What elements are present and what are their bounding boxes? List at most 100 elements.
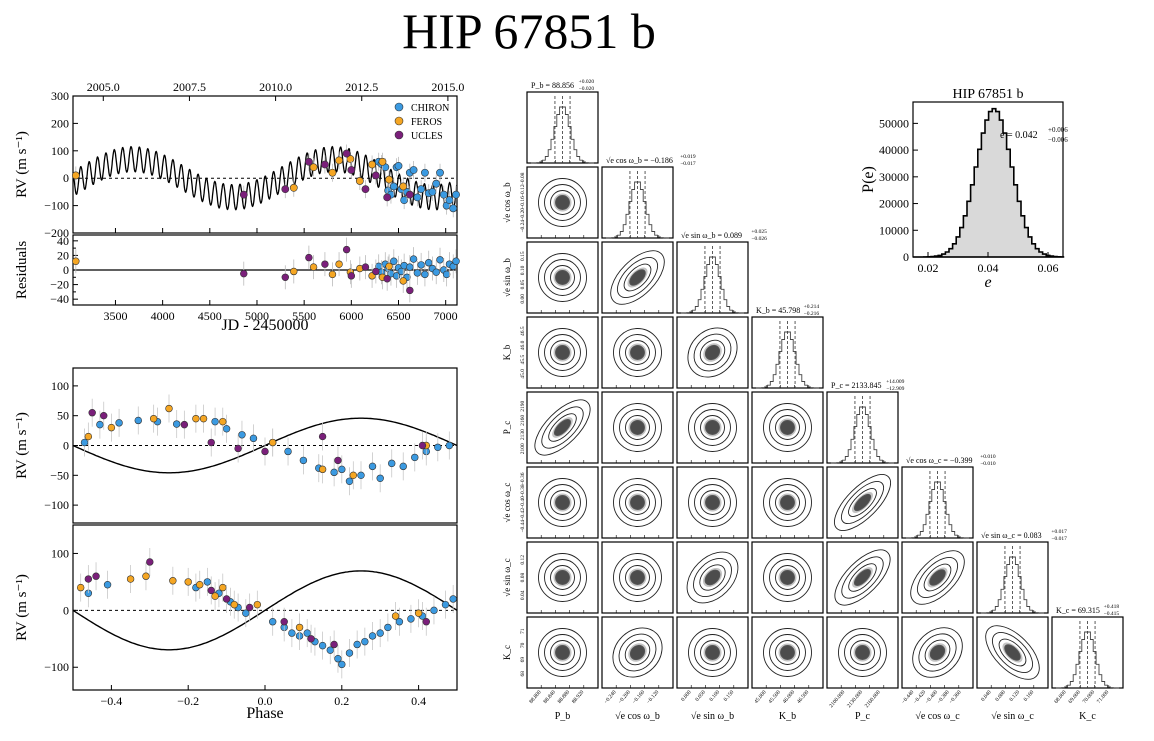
rv-point-ucles [342, 149, 351, 158]
rv-point-chiron [439, 190, 448, 199]
corner-param-sub: −0.216 [804, 311, 820, 317]
corner-x-tick-label: −0.360 [948, 689, 963, 705]
rv-point-chiron [389, 182, 398, 191]
phase-point-chiron [357, 471, 365, 480]
phase-point-chiron [326, 646, 334, 654]
rv-point-chiron [394, 161, 403, 170]
corner-contour [624, 639, 651, 666]
phase-point-ucles [318, 432, 327, 441]
corner-contour [998, 638, 1027, 667]
residual-point-feros [335, 260, 343, 268]
corner-x-tick-label: 0.000 [680, 689, 693, 703]
ecc-y-tick-label: 40000 [879, 143, 909, 157]
phase-point-ucles [92, 572, 100, 580]
corner-param-sub: −0.010 [980, 461, 996, 467]
corner-y-axis-label: √e cos ω_b [502, 182, 512, 223]
ecc-y-tick-label: 30000 [879, 170, 909, 184]
rv-point-ucles [383, 193, 392, 202]
corner-density [553, 343, 572, 362]
corner-contour [534, 399, 591, 456]
phase-point-chiron [96, 420, 104, 429]
corner-contour [848, 563, 877, 592]
rv-point-feros [355, 177, 364, 185]
corner-y-tick-label: −0.12 [520, 184, 526, 197]
ecc-x-tick-label: 0.02 [918, 261, 939, 275]
rv-point-feros [335, 156, 343, 165]
residual-point-ucles [347, 272, 356, 280]
residual-point-chiron [413, 269, 422, 277]
phase-point-feros [192, 414, 200, 423]
corner-contour [548, 413, 577, 442]
corner-x-tick-label: −0.160 [632, 689, 647, 705]
corner-density [852, 567, 873, 588]
corner-cell-frame [526, 316, 599, 389]
phase-y-tick-label: −100 [44, 498, 69, 512]
phase-point-chiron [353, 640, 361, 649]
corner-contour [625, 415, 650, 440]
phase-point-feros [107, 423, 116, 432]
phase-point-chiron [384, 623, 392, 632]
corner-contour [619, 334, 656, 371]
corner-cell-frame [751, 466, 824, 539]
rv-point-feros [328, 168, 337, 177]
phase-point-feros [211, 592, 219, 600]
corner-histogram [531, 106, 594, 164]
corner-density [627, 267, 648, 288]
corner-contour [763, 628, 812, 677]
phase-point-ucles [84, 575, 93, 583]
corner-y-tick-label: 45.0 [520, 369, 526, 379]
year-tick-label: 2015.0 [431, 80, 464, 94]
corner-x-tick-label: 0.160 [1023, 689, 1036, 703]
jd-tick-label: 6500 [387, 309, 411, 323]
phase-point-ucles [334, 456, 342, 465]
eccentricity-histogram [913, 107, 1065, 258]
corner-contour [769, 484, 806, 521]
phase-point-chiron [288, 629, 296, 637]
corner-density [553, 643, 572, 662]
corner-contour [688, 628, 737, 677]
corner-contour [538, 178, 587, 227]
year-tick-label: 2005.0 [87, 80, 120, 94]
residual-point-ucles [305, 253, 313, 262]
corner-contour [850, 640, 875, 665]
corner-cell-frame [526, 466, 599, 539]
corner-x-tick-label: 46.000 [782, 689, 796, 705]
residual-y-tick-label: 0 [63, 263, 69, 277]
corner-x-tick-label: 0.050 [694, 689, 707, 703]
phase-point-chiron [434, 443, 442, 451]
corner-contour [625, 565, 650, 590]
residual-point-chiron [417, 261, 425, 269]
corner-contour [694, 484, 731, 521]
jd-xlabel: JD - 2450000 [221, 317, 308, 334]
phase-point-feros [76, 583, 85, 592]
corner-contour [694, 634, 731, 671]
phase-point-chiron [368, 632, 377, 640]
rv-point-ucles [361, 185, 370, 194]
rv-point-feros [385, 175, 393, 184]
corner-density [778, 568, 797, 587]
corner-param-sup: +0.418 [1104, 604, 1120, 610]
corner-contour [538, 628, 587, 677]
phase-y-tick-label: −50 [50, 468, 69, 482]
corner-cell-frame [676, 616, 749, 689]
corner-contour [841, 481, 884, 524]
corner-cell-frame [526, 241, 599, 314]
phase-point-chiron [338, 660, 346, 669]
corner-density [928, 643, 947, 662]
phase-point-chiron [172, 420, 181, 428]
corner-contour [625, 490, 650, 515]
rv-point-chiron [413, 193, 422, 202]
rv-point-feros [399, 182, 408, 191]
corner-density [703, 418, 722, 437]
phase-point-chiron [303, 629, 311, 637]
corner-contour [544, 484, 581, 521]
corner-x-tick-label: 0.150 [723, 689, 736, 703]
corner-param-sub: −0.017 [1051, 536, 1067, 542]
corner-contour [544, 334, 581, 371]
corner-contour [694, 409, 731, 446]
corner-histogram [981, 556, 1044, 614]
residual-point-chiron [452, 257, 460, 265]
corner-cell-frame [601, 616, 674, 689]
phase-point-chiron [249, 434, 258, 443]
phase-point-feros [349, 471, 358, 480]
